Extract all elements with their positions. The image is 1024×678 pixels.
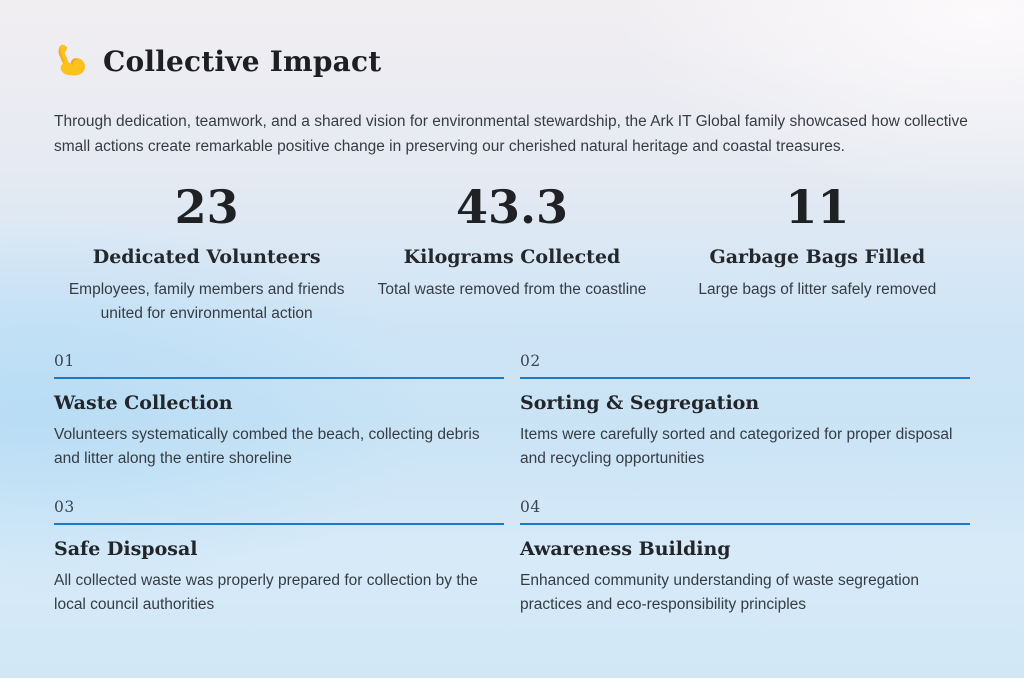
stat-volunteers: 23 Dedicated Volunteers Employees, famil…: [54, 181, 359, 326]
feature-number: 03: [54, 498, 504, 525]
stat-value: 11: [785, 180, 850, 234]
stat-label: Kilograms Collected: [403, 246, 621, 268]
page-title: Collective Impact: [103, 44, 382, 78]
title-row: Collective Impact: [54, 44, 970, 78]
feature-description: Volunteers systematically combed the bea…: [54, 426, 480, 467]
feature-description: All collected waste was properly prepare…: [54, 572, 478, 613]
feature-number: 02: [520, 352, 970, 379]
feature-title: Waste Collection: [54, 392, 233, 414]
feature-awareness-building: 04 Awareness Building Enhanced community…: [520, 498, 970, 617]
feature-description: Enhanced community understanding of wast…: [520, 572, 919, 613]
stat-description: Employees, family members and friends un…: [68, 281, 345, 322]
stat-label: Dedicated Volunteers: [92, 246, 321, 268]
feature-number: 04: [520, 498, 970, 525]
intro-paragraph: Through dedication, teamwork, and a shar…: [54, 113, 968, 155]
feature-description: Items were carefully sorted and categori…: [520, 426, 953, 467]
feature-title: Safe Disposal: [54, 538, 198, 560]
stat-description: Large bags of litter safely removed: [698, 281, 937, 298]
stats-row: 23 Dedicated Volunteers Employees, famil…: [54, 181, 970, 326]
stat-label: Garbage Bags Filled: [709, 246, 926, 268]
stat-garbage-bags: 11 Garbage Bags Filled Large bags of lit…: [665, 181, 970, 326]
flexed-biceps-icon: [54, 44, 88, 78]
features-grid: 01 Waste Collection Volunteers systemati…: [54, 352, 970, 617]
impact-slide: Collective Impact Through dedication, te…: [54, 44, 970, 617]
feature-title: Sorting & Segregation: [520, 392, 760, 414]
stat-description: Total waste removed from the coastline: [377, 281, 647, 298]
feature-waste-collection: 01 Waste Collection Volunteers systemati…: [54, 352, 504, 471]
feature-sorting-segregation: 02 Sorting & Segregation Items were care…: [520, 352, 970, 471]
feature-title: Awareness Building: [520, 538, 731, 560]
stat-value: 43.3: [455, 180, 569, 234]
feature-safe-disposal: 03 Safe Disposal All collected waste was…: [54, 498, 504, 617]
stat-value: 23: [174, 180, 239, 234]
feature-number: 01: [54, 352, 504, 379]
stat-kilograms: 43.3 Kilograms Collected Total waste rem…: [359, 181, 664, 326]
